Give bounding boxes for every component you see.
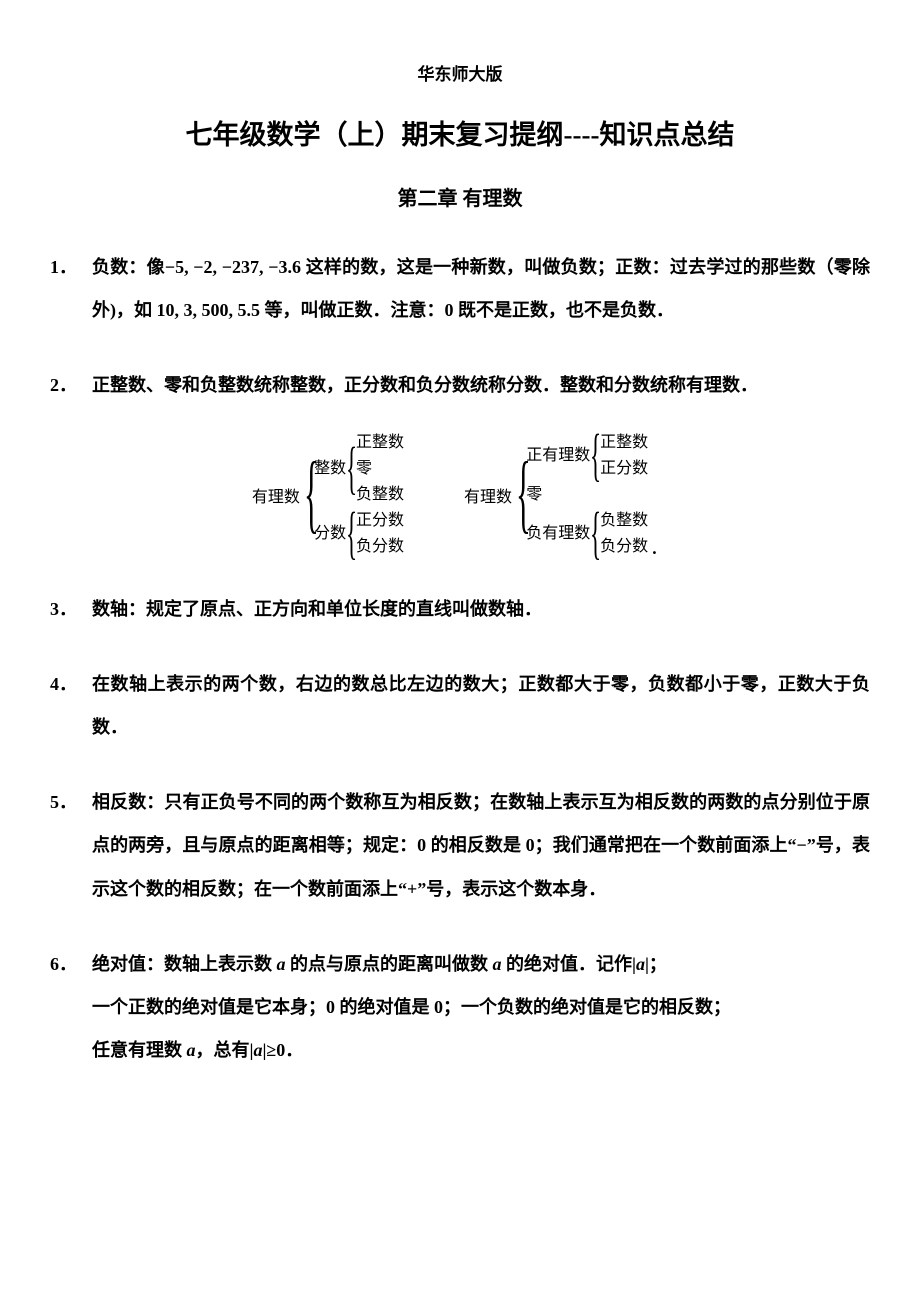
tree-leaf: 正分数	[356, 508, 404, 534]
math-var: a	[493, 954, 502, 974]
tree-leaf: 负整数	[356, 482, 404, 508]
brace-icon: {	[516, 459, 531, 529]
text-part: 的点与原点的距离叫做数	[286, 954, 493, 974]
list-item: 4． 在数轴上表示的两个数，右边的数总比左边的数大；正数都大于零，负数都小于零，…	[50, 663, 870, 749]
item-number: 6．	[50, 943, 92, 1073]
list-item: 1． 负数：像−5, −2, −237, −3.6 这样的数，这是一种新数，叫做…	[50, 246, 870, 332]
item-text: 负数：像−5, −2, −237, −3.6 这样的数，这是一种新数，叫做负数；…	[92, 246, 870, 332]
tree-leaf: 零	[356, 456, 404, 482]
math-var: a	[187, 1040, 196, 1060]
brace-icon: {	[346, 510, 357, 556]
list-item: 6． 绝对值：数轴上表示数 a 的点与原点的距离叫做数 a 的绝对值．记作|a|…	[50, 943, 870, 1073]
item-number: 4．	[50, 663, 92, 749]
item-text: 绝对值：数轴上表示数 a 的点与原点的距离叫做数 a 的绝对值．记作|a|； 一…	[92, 943, 870, 1073]
text-part: 的绝对值．记作|	[502, 954, 636, 974]
tree-left: 有理数 { 整数 { 正整数 零 负整数 分数 { 正分数 负分数	[252, 430, 404, 560]
tree-node: 整数	[314, 456, 346, 482]
page-header: 华东师大版	[50, 60, 870, 85]
chapter-title: 第二章 有理数	[50, 182, 870, 211]
brace-icon: {	[304, 459, 319, 529]
item-text: 数轴：规定了原点、正方向和单位长度的直线叫做数轴．	[92, 588, 870, 631]
text-part: |；	[645, 954, 667, 974]
tree-leaf: 正整数	[356, 430, 404, 456]
math-var: a	[277, 954, 286, 974]
tree-leaf: 正分数	[600, 456, 648, 482]
tree-leaf: 正整数	[600, 430, 648, 456]
classification-diagram: 有理数 { 整数 { 正整数 零 负整数 分数 { 正分数 负分数	[50, 430, 870, 560]
item-number: 2．	[50, 364, 92, 407]
list-item: 2． 正整数、零和负整数统称整数，正分数和负分数统称分数．整数和分数统称有理数．	[50, 364, 870, 407]
item-number: 1．	[50, 246, 92, 332]
list-item: 3． 数轴：规定了原点、正方向和单位长度的直线叫做数轴．	[50, 588, 870, 631]
item-text: 在数轴上表示的两个数，右边的数总比左边的数大；正数都大于零，负数都小于零，正数大…	[92, 663, 870, 749]
tree-leaf: 负分数	[356, 534, 404, 560]
brace-icon: {	[346, 445, 357, 491]
brace-icon: {	[590, 510, 601, 556]
tree-leaf: 负分数	[600, 534, 648, 560]
tree-leaf: 负整数	[600, 508, 648, 534]
tree-node: 负有理数	[526, 521, 590, 547]
tree-node: 正有理数	[526, 443, 590, 469]
list-item: 5． 相反数：只有正负号不同的两个数称互为相反数；在数轴上表示互为相反数的两数的…	[50, 781, 870, 911]
brace-icon: {	[590, 432, 601, 478]
math-var: a	[636, 954, 645, 974]
item-text: 正整数、零和负整数统称整数，正分数和负分数统称分数．整数和分数统称有理数．	[92, 364, 870, 407]
text-part: |≥0．	[262, 1040, 303, 1060]
text-part: 绝对值：数轴上表示数	[92, 954, 277, 974]
tree-root: 有理数	[464, 483, 516, 507]
item-text: 相反数：只有正负号不同的两个数称互为相反数；在数轴上表示互为相反数的两数的点分别…	[92, 781, 870, 911]
page-title: 七年级数学（上）期末复习提纲----知识点总结	[50, 113, 870, 152]
item-number: 5．	[50, 781, 92, 911]
tree-root: 有理数	[252, 483, 304, 507]
tree-node: 分数	[314, 521, 346, 547]
tree-right: 有理数 { 正有理数 { 正整数 正分数 零 负有理数 { 负整数 负分数 ．	[464, 430, 668, 560]
item-number: 3．	[50, 588, 92, 631]
text-part: ，总有|	[196, 1040, 254, 1060]
tree-leaf: 零	[526, 482, 648, 508]
period-icon: ．	[650, 534, 668, 560]
text-part: 任意有理数	[92, 1040, 187, 1060]
text-part: 一个正数的绝对值是它本身；0 的绝对值是 0；一个负数的绝对值是它的相反数；	[92, 997, 731, 1017]
